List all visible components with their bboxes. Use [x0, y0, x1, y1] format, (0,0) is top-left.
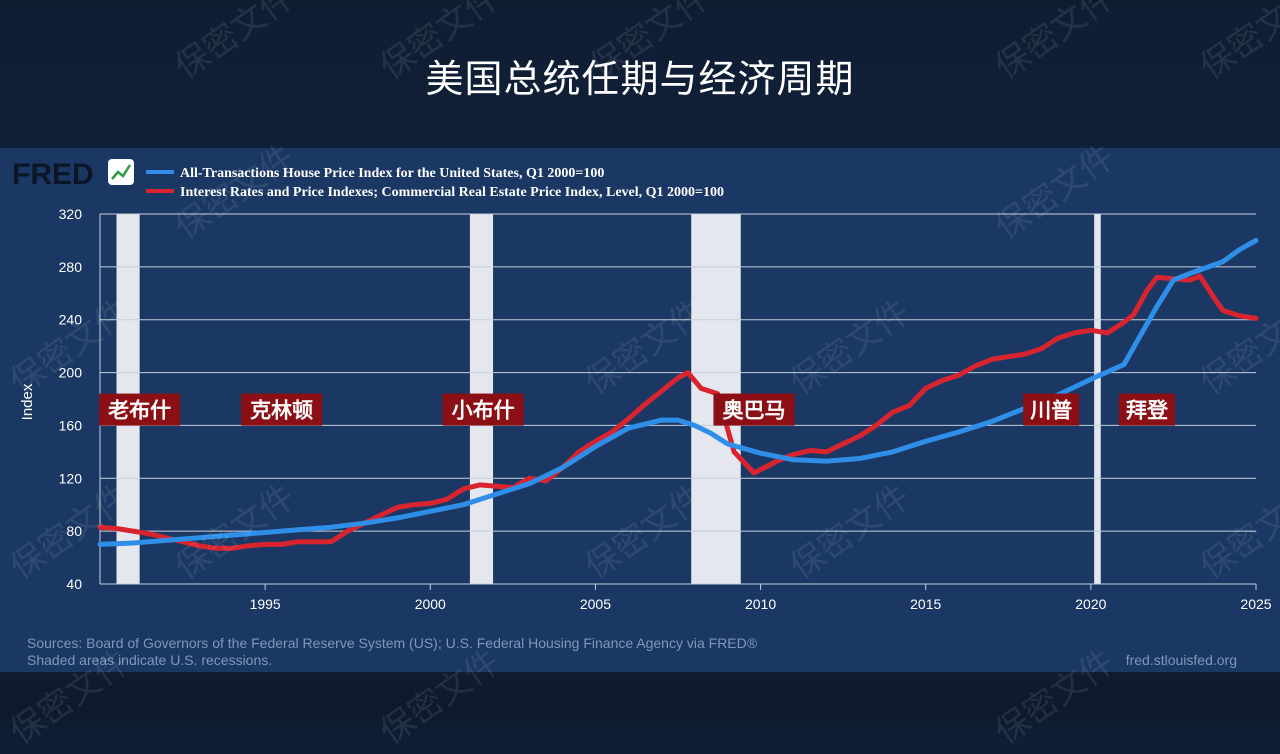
annotation-label-1: 克林顿 [250, 399, 313, 423]
x-tick-label-5: 2020 [1075, 596, 1106, 612]
annotation-2: 小布什 [442, 393, 524, 426]
recession-note: Shaded areas indicate U.S. recessions. [27, 652, 272, 668]
series-line-commercial [97, 273, 1259, 551]
x-tick-label-1: 2000 [415, 596, 446, 612]
annotation-label-5: 拜登 [1126, 399, 1169, 423]
fred-site-link[interactable]: fred.stlouisfed.org [1126, 652, 1237, 668]
y-tick-label-4: 200 [59, 365, 83, 381]
x-tick-label-0: 1995 [250, 596, 281, 612]
legend: All-Transactions House Price Index for t… [146, 166, 724, 200]
recession-band-3 [1094, 214, 1101, 584]
annotation-label-0: 老布什 [108, 399, 171, 423]
annotation-0: 老布什 [99, 393, 181, 426]
y-tick-label-0: 40 [66, 576, 82, 592]
fred-logo-text: FRED [12, 158, 94, 191]
x-tick-label-2: 2005 [580, 596, 611, 612]
annotation-bg-3 [713, 393, 795, 426]
annotation-bg-5 [1119, 393, 1176, 426]
chart-panel: FRED All-Transactions House Price Index … [0, 148, 1280, 672]
y-tick-label-7: 320 [59, 206, 83, 222]
y-tick-label-1: 80 [66, 523, 82, 539]
annotation-label-4: 川普 [1029, 399, 1072, 423]
annotation-bg-1 [241, 393, 323, 426]
annotation-5: 拜登 [1119, 393, 1176, 426]
y-tick-label-5: 240 [59, 312, 83, 328]
annotation-label-2: 小布什 [452, 399, 515, 423]
x-tick-label-3: 2010 [745, 596, 776, 612]
annotation-1: 克林顿 [241, 393, 323, 426]
annotation-bg-4 [1023, 393, 1080, 426]
y-tick-label-2: 120 [59, 470, 83, 486]
annotation-bg-0 [99, 393, 181, 426]
chart-line-icon [108, 159, 134, 185]
fred-logo: FRED [12, 158, 134, 191]
source-note: Sources: Board of Governors of the Feder… [27, 635, 758, 651]
president-annotations: 老布什 克林顿 小布什 奥巴马 川普 拜登 [99, 393, 1176, 426]
series-lines [97, 237, 1259, 551]
y-tick-label-6: 280 [59, 259, 83, 275]
annotation-3: 奥巴马 [713, 393, 795, 426]
x-tick-label-4: 2015 [910, 596, 941, 612]
series-line-house-price [97, 237, 1259, 547]
annotation-bg-2 [442, 393, 524, 426]
legend-label-house-price: All-Transactions House Price Index for t… [180, 166, 604, 181]
annotation-label-3: 奥巴马 [722, 399, 785, 423]
slide-title: 美国总统任期与经济周期 [425, 57, 855, 101]
annotation-4: 川普 [1023, 393, 1080, 426]
x-tick-label-6: 2025 [1240, 596, 1271, 612]
legend-label-commercial: Interest Rates and Price Indexes; Commer… [180, 185, 724, 200]
line-chart: FRED All-Transactions House Price Index … [12, 158, 1272, 668]
y-tick-label-3: 160 [59, 417, 83, 433]
y-axis-label: Index [19, 383, 36, 420]
